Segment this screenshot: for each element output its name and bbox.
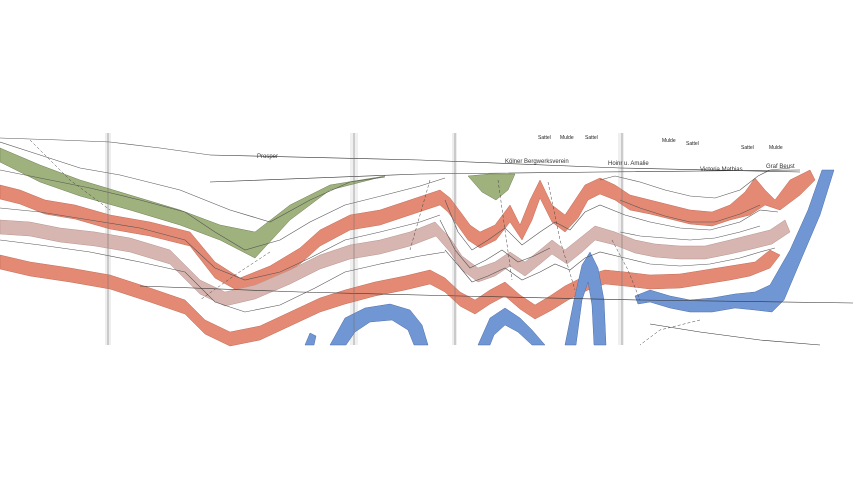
sheet-edges bbox=[107, 133, 623, 345]
label-hoinrich-amalie: Hoinr u. Amalie bbox=[608, 161, 649, 167]
label-victoria-mathias: Victoria Mathias bbox=[700, 167, 743, 173]
red-seam-upper bbox=[0, 169, 816, 293]
label-prosper: Prosper bbox=[257, 154, 278, 160]
label-sattel-4: Sattel bbox=[741, 145, 754, 151]
datum-lines bbox=[139, 154, 853, 346]
label-mulde-3: Mulde bbox=[769, 145, 783, 151]
blue-seam-stub bbox=[304, 332, 317, 346]
fault-lines bbox=[29, 139, 701, 346]
label-graf-beust: Graf Beust bbox=[766, 164, 795, 170]
horizon-lines bbox=[0, 137, 791, 313]
label-sattel-1: Sattel bbox=[538, 135, 551, 141]
green-patch bbox=[467, 173, 516, 201]
blue-seam-center bbox=[564, 251, 607, 346]
blue-seam-left bbox=[329, 303, 429, 346]
label-mulde-1: Mulde bbox=[560, 135, 574, 141]
red-seam-lower bbox=[0, 249, 781, 347]
label-koelner-bergwerksverein: Kölner Bergwerksverein bbox=[505, 159, 569, 165]
label-sattel-3: Sattel bbox=[686, 141, 699, 147]
blue-seam-right bbox=[634, 169, 835, 313]
blue-seam-middle bbox=[477, 307, 546, 346]
label-sattel-2: Sattel bbox=[585, 135, 598, 141]
label-mulde-2: Mulde bbox=[662, 138, 676, 144]
green-seam bbox=[0, 147, 386, 259]
